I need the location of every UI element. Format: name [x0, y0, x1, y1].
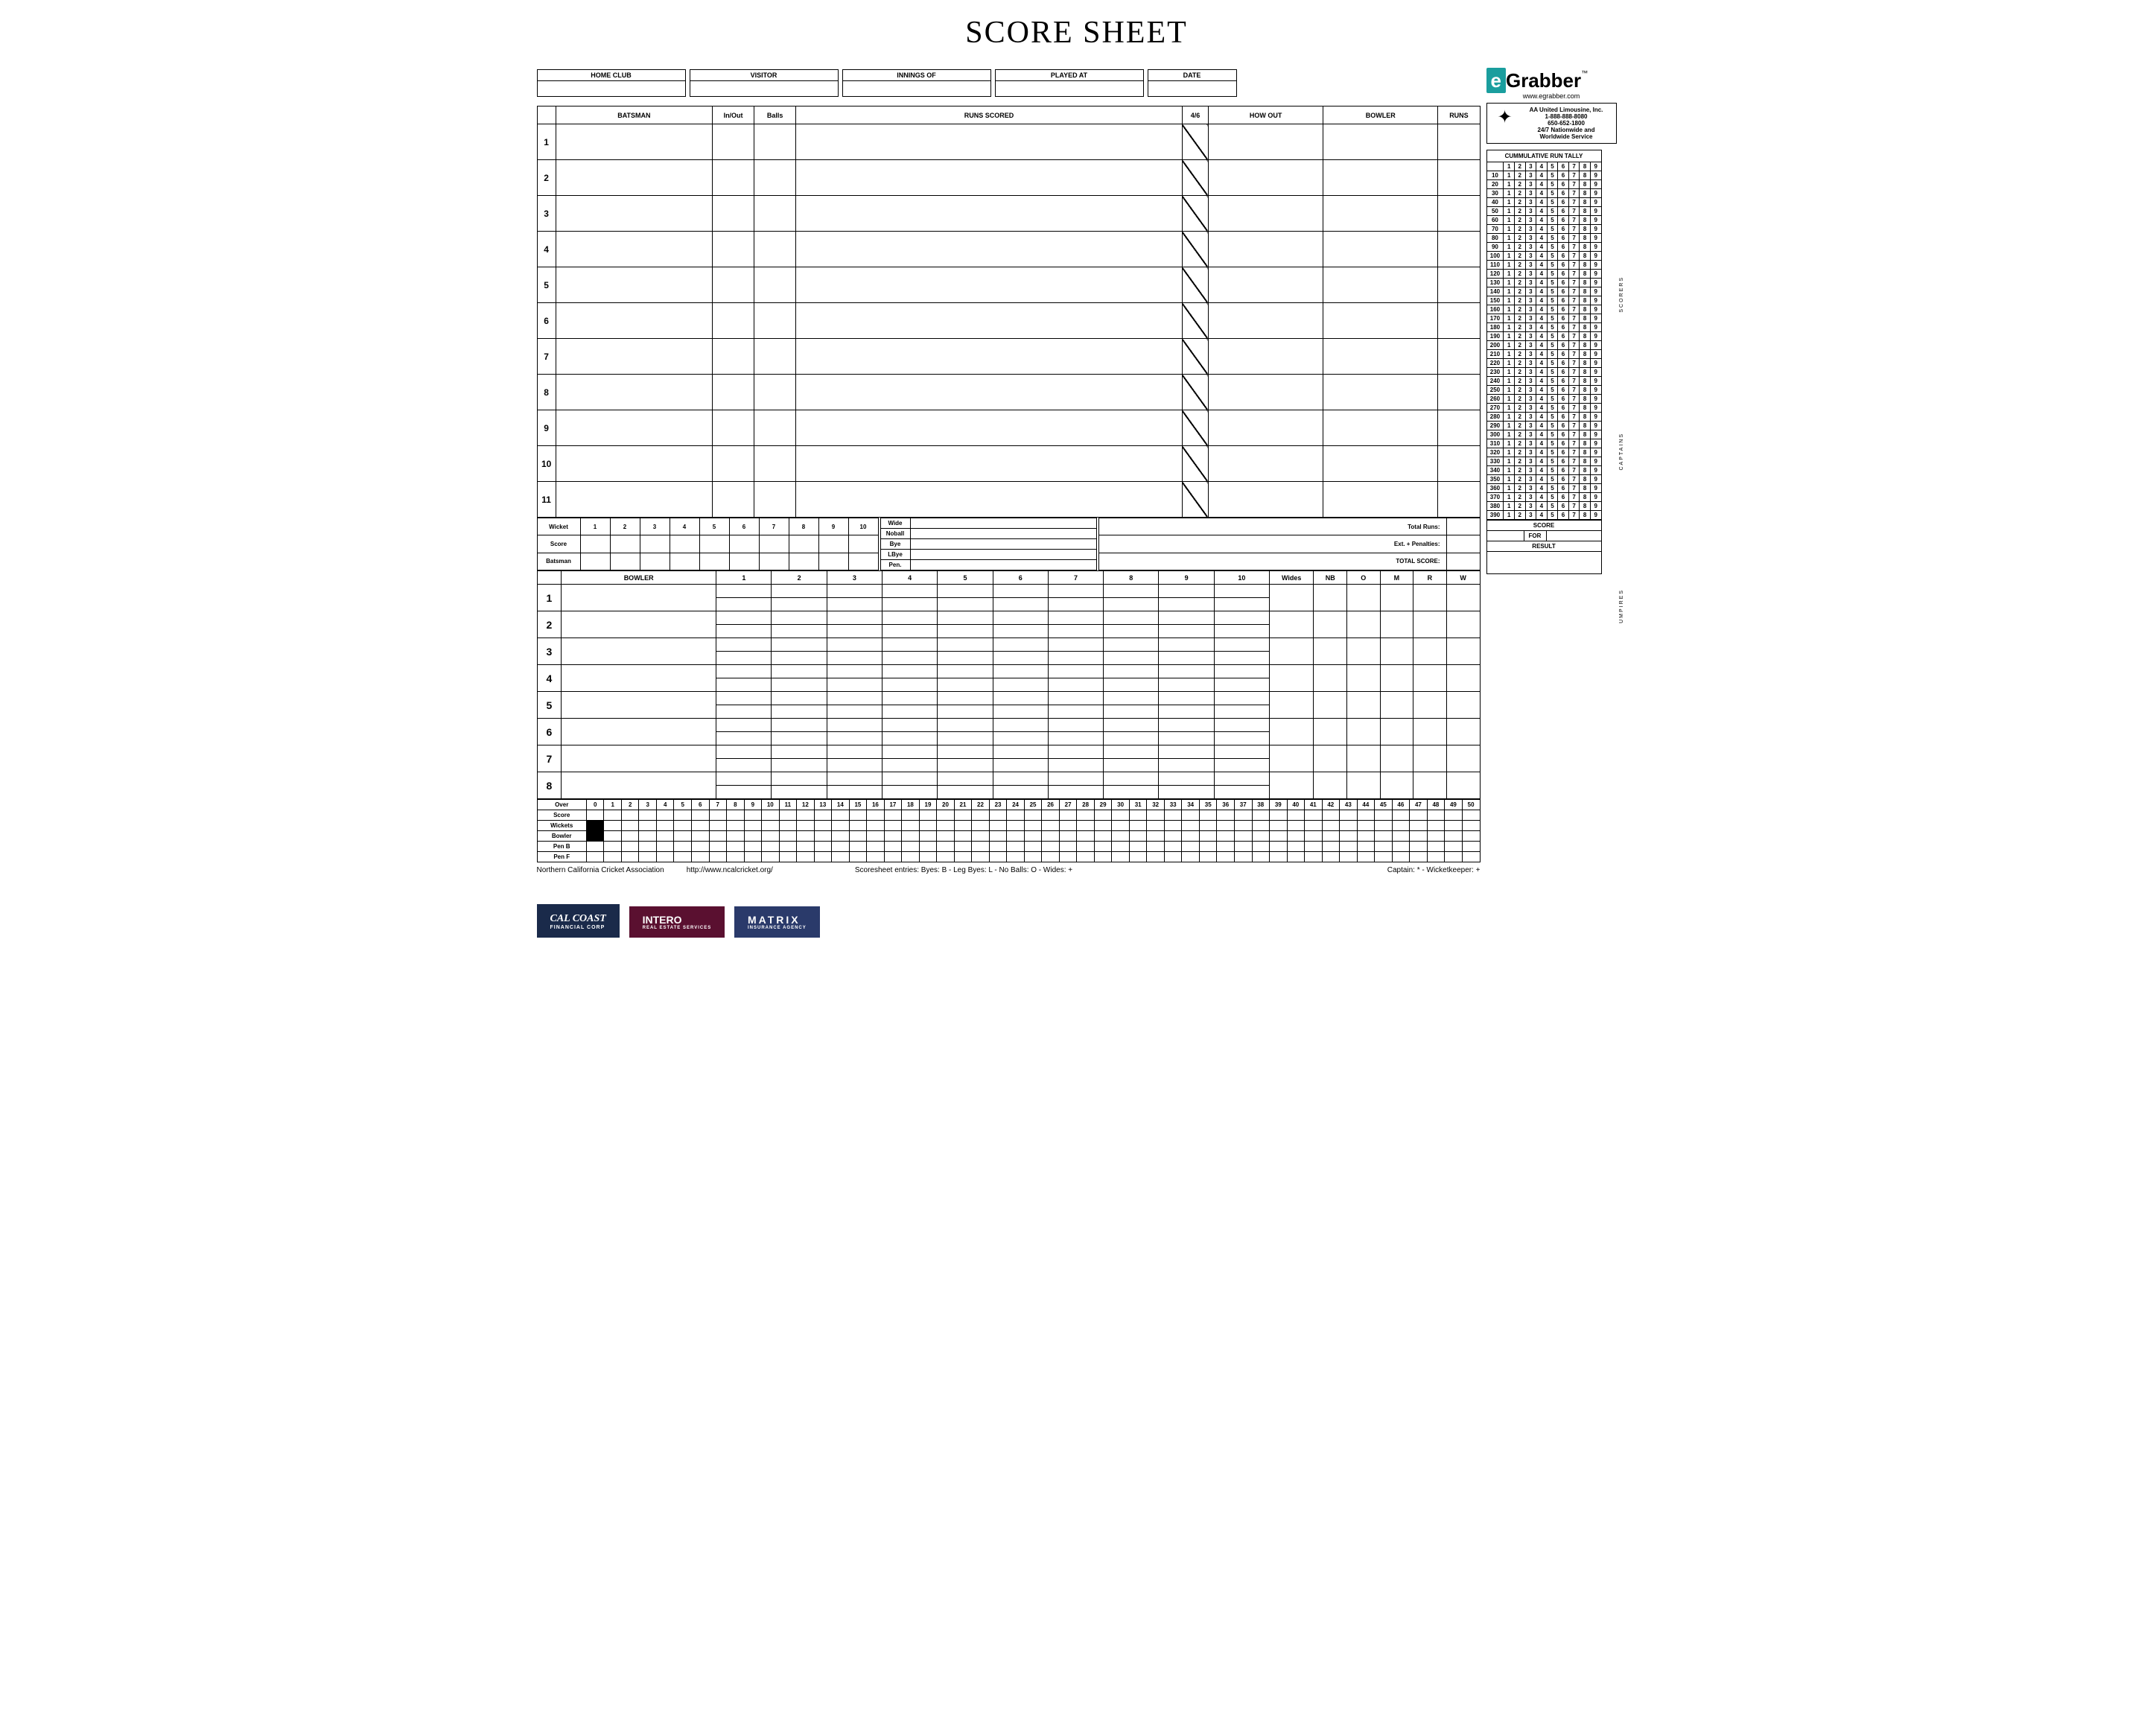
wicket-table: Wicket12345678910 Score Batsman: [537, 518, 879, 570]
hdr-date: DATE: [1148, 70, 1236, 81]
bowling-table: BOWLER 12345678910 Wides NB O M R W 1234…: [537, 570, 1481, 799]
footer: Northern California Cricket Association …: [537, 866, 1481, 874]
tally-table: CUMMULATIVE RUN TALLY 123456789101234567…: [1486, 150, 1602, 520]
label-scorers: SCORERS: [1619, 276, 1624, 313]
col-batsman: BATSMAN: [556, 106, 712, 124]
col-runs2: RUNS: [1438, 106, 1480, 124]
hdr-innings: INNINGS OF: [843, 70, 990, 81]
label-captains: CAPTAINS: [1619, 433, 1624, 471]
score-result: SCORE FOR RESULT: [1486, 520, 1602, 574]
over-table: Over012345678910111213141516171819202122…: [537, 799, 1481, 862]
extras-table: Wide Noball Bye LBye Pen.: [880, 518, 1097, 570]
col-inout: In/Out: [713, 106, 754, 124]
page-title: SCORE SHEET: [537, 15, 1617, 51]
batting-table: BATSMAN In/Out Balls RUNS SCORED 4/6 HOW…: [537, 106, 1481, 518]
totals-table: Total Runs: Ext. + Penalties: TOTAL SCOR…: [1098, 518, 1481, 570]
col-balls: Balls: [754, 106, 796, 124]
label-umpires: UMPIRES: [1619, 589, 1624, 623]
header-row: HOME CLUB VISITOR INNINGS OF PLAYED AT D…: [537, 69, 1481, 97]
egrabber-logo: eGrabber™ www.egrabber.com: [1486, 69, 1617, 100]
hdr-played: PLAYED AT: [996, 70, 1143, 81]
col-how: HOW OUT: [1208, 106, 1323, 124]
sponsors: CAL COASTFINANCIAL CORP INTEROREAL ESTAT…: [537, 904, 1617, 938]
hdr-visitor: VISITOR: [690, 70, 838, 81]
hdr-home: HOME CLUB: [538, 70, 685, 81]
limo-ad: ✦ AA United Limousine, Inc. 1-888-888-80…: [1486, 103, 1617, 144]
col-bowler: BOWLER: [1323, 106, 1438, 124]
right-panel: eGrabber™ www.egrabber.com ✦ AA United L…: [1486, 69, 1617, 874]
col-runs: RUNS SCORED: [796, 106, 1183, 124]
col-46: 4/6: [1182, 106, 1208, 124]
